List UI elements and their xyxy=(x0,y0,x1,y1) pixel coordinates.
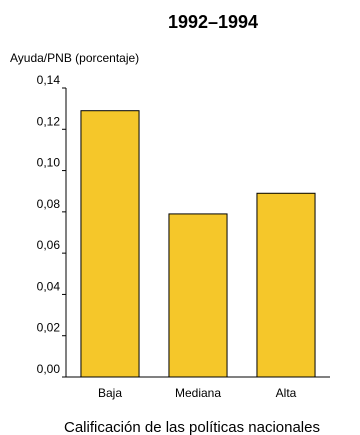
chart-title: 1992–1994 xyxy=(168,12,258,32)
y-tick-label: 0,06 xyxy=(37,238,61,252)
x-axis-label: Calificación de las políticas nacionales xyxy=(64,419,320,435)
bar-mediana xyxy=(168,213,228,378)
x-category-label: Alta xyxy=(276,386,297,400)
bar-alta xyxy=(256,192,316,378)
y-tick-label: 0,14 xyxy=(37,73,61,87)
y-tick-label: 0,02 xyxy=(37,321,61,335)
x-category-label: Mediana xyxy=(175,386,221,400)
y-tick-label: 0,04 xyxy=(37,279,61,293)
y-tick-label: 0,12 xyxy=(37,114,61,128)
y-tick-label: 0,10 xyxy=(37,156,61,170)
y-tick-label: 0,08 xyxy=(37,197,61,211)
y-axis-label: Ayuda/PNB (porcentaje) xyxy=(10,51,139,65)
x-axis-categories: Baja Mediana Alta xyxy=(98,386,297,400)
y-tick-label: 0,00 xyxy=(37,362,61,376)
x-category-label: Baja xyxy=(98,386,122,400)
y-axis-ticks: 0,00 0,02 0,04 0,06 0,08 0,10 0,12 0,14 xyxy=(37,73,66,378)
bar-baja xyxy=(80,110,140,378)
bars xyxy=(80,110,316,378)
